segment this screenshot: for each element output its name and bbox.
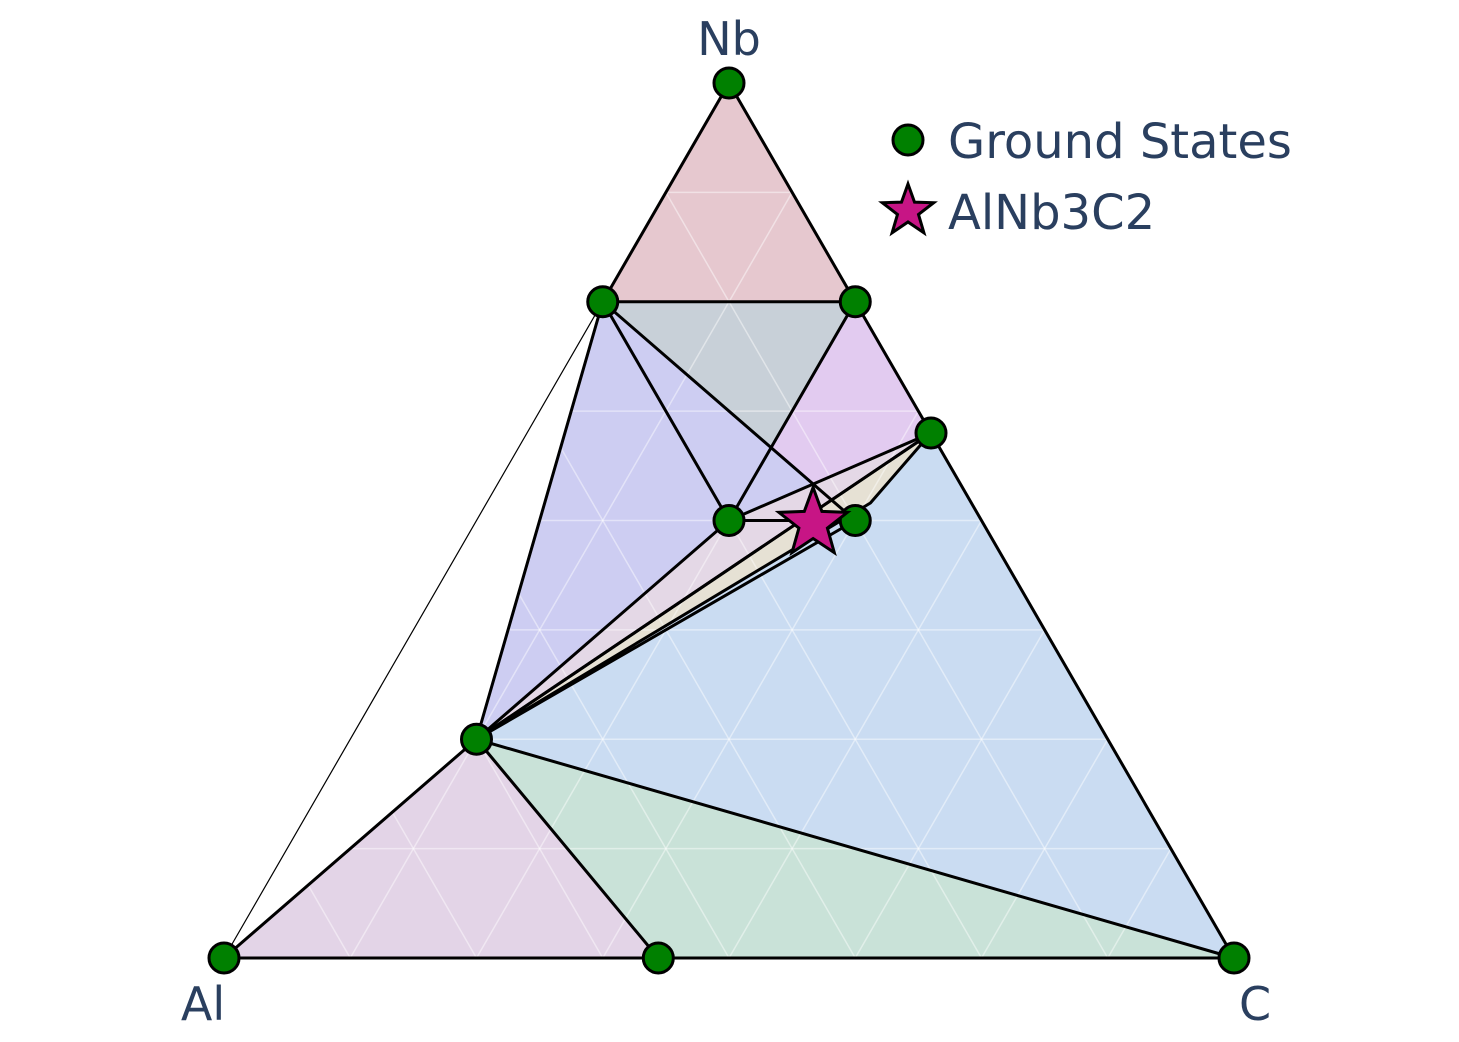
grid-line-7 (538, 410, 856, 959)
ternary-grid (286, 191, 1172, 959)
ground-state-point-0 (712, 66, 746, 100)
grid-line-13 (412, 629, 604, 959)
tie-line-sliver (475, 431, 933, 741)
alnb3c2-star (774, 483, 852, 557)
tie-line-15 (475, 737, 660, 960)
ground-state-points (207, 66, 1251, 975)
grid-line-16 (349, 738, 478, 959)
ground-state-point-4 (838, 285, 872, 319)
legend-marker-ground-states (891, 123, 925, 157)
ground-state-point-6 (838, 504, 872, 537)
tie-line-14 (929, 431, 1236, 960)
tie-line-7 (727, 431, 933, 522)
grid-line-14 (854, 629, 1046, 959)
grid-line-20 (1107, 848, 1172, 959)
grid-line-11 (728, 520, 983, 959)
ground-state-point-5 (914, 416, 948, 450)
grid-line-8 (602, 410, 920, 959)
tie-line-17 (222, 737, 478, 960)
tie-line-0 (601, 81, 731, 304)
vertex-label-top: Nb (697, 12, 761, 66)
ground-state-point-9 (641, 941, 675, 975)
vertex-label-left: Al (181, 977, 225, 1031)
legend-label-alnb3c2: AlNb3C2 (948, 185, 1155, 241)
tie-line-3 (727, 300, 857, 522)
tie-line-8 (853, 300, 933, 435)
tie-line-10 (475, 300, 605, 741)
grid-line-19 (286, 848, 351, 959)
tie-line-11 (475, 519, 731, 741)
grid-line-17 (980, 738, 1109, 959)
legend-marker-star (878, 179, 938, 237)
grid-line-2 (349, 192, 793, 959)
tie-line-2 (727, 81, 857, 304)
legend-label-ground-states: Ground States (948, 114, 1292, 170)
target-compound-layer (774, 483, 852, 557)
facet-9 (224, 739, 659, 958)
ground-state-point-8 (460, 722, 493, 756)
ground-state-point-1 (207, 941, 241, 975)
grid-line-1 (665, 192, 1109, 959)
legend: Ground States AlNb3C2 (878, 114, 1292, 241)
ground-state-point-7 (712, 504, 746, 537)
facet-0 (602, 83, 856, 302)
facet-7 (476, 433, 1234, 958)
vertex-label-right: C (1239, 977, 1271, 1031)
tie-line-4 (601, 300, 731, 522)
ground-state-point-3 (586, 285, 620, 319)
ground-state-point-2 (1217, 941, 1251, 975)
tie-line-13 (475, 737, 1236, 960)
